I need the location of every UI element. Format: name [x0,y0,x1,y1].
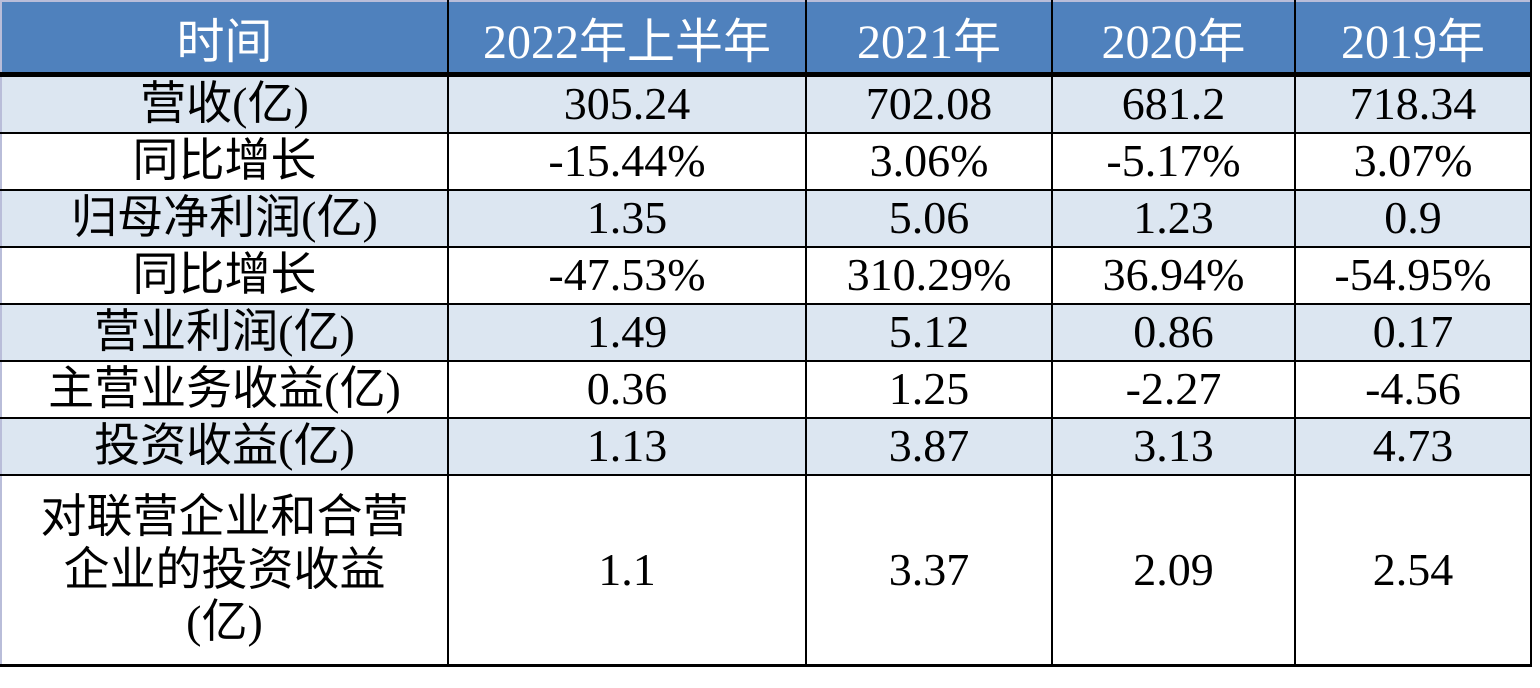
cell-value: 36.94% [1051,246,1296,305]
cell-value: 1.13 [447,417,807,476]
cell-value: 702.08 [805,73,1053,134]
column-header-2022h1: 2022年上半年 [447,0,807,77]
row-label: 归母净利润(亿) [0,189,449,248]
cell-value: 2.54 [1294,474,1532,667]
cell-value: -54.95% [1294,246,1532,305]
financial-table: 时间 2022年上半年 2021年 2020年 2019年 营收(亿) 305.… [0,0,1532,667]
cell-value: 4.73 [1294,417,1532,476]
cell-value: 3.13 [1051,417,1296,476]
header-row: 时间 2022年上半年 2021年 2020年 2019年 [0,0,1532,77]
cell-value: 3.07% [1294,132,1532,191]
cell-value: -4.56 [1294,360,1532,419]
row-label: 营业利润(亿) [0,303,449,362]
table-row-revenue-yoy: 同比增长 -15.44% 3.06% -5.17% 3.07% [0,132,1532,191]
row-label: 投资收益(亿) [0,417,449,476]
table-row-associate-jv-investment-income: 对联营企业和合营 企业的投资收益 (亿) 1.1 3.37 2.09 2.54 [0,474,1532,667]
cell-value: 3.37 [805,474,1053,667]
cell-value: 1.23 [1051,189,1296,248]
cell-value: 0.86 [1051,303,1296,362]
table-row-revenue: 营收(亿) 305.24 702.08 681.2 718.34 [0,73,1532,134]
cell-value: 3.87 [805,417,1053,476]
cell-value: 0.36 [447,360,807,419]
column-header-2019: 2019年 [1294,0,1532,77]
table-row-net-profit-yoy: 同比增长 -47.53% 310.29% 36.94% -54.95% [0,246,1532,305]
row-label: 同比增长 [0,246,449,305]
cell-value: 1.25 [805,360,1053,419]
cell-value: 5.12 [805,303,1053,362]
cell-value: -15.44% [447,132,807,191]
cell-value: 1.49 [447,303,807,362]
cell-value: 1.1 [447,474,807,667]
column-header-2020: 2020年 [1051,0,1296,77]
cell-value: 5.06 [805,189,1053,248]
row-label: 主营业务收益(亿) [0,360,449,419]
row-label: 营收(亿) [0,73,449,134]
cell-value: 3.06% [805,132,1053,191]
table-row-net-profit: 归母净利润(亿) 1.35 5.06 1.23 0.9 [0,189,1532,248]
table-row-investment-income: 投资收益(亿) 1.13 3.87 3.13 4.73 [0,417,1532,476]
cell-value: 2.09 [1051,474,1296,667]
cell-value: 0.17 [1294,303,1532,362]
table-row-operating-profit: 营业利润(亿) 1.49 5.12 0.86 0.17 [0,303,1532,362]
cell-value: -5.17% [1051,132,1296,191]
cell-value: -47.53% [447,246,807,305]
cell-value: 681.2 [1051,73,1296,134]
cell-value: 718.34 [1294,73,1532,134]
cell-value: 305.24 [447,73,807,134]
cell-value: 0.9 [1294,189,1532,248]
cell-value: 310.29% [805,246,1053,305]
row-label: 同比增长 [0,132,449,191]
cell-value: -2.27 [1051,360,1296,419]
column-header-2021: 2021年 [805,0,1053,77]
table-row-main-business-income: 主营业务收益(亿) 0.36 1.25 -2.27 -4.56 [0,360,1532,419]
cell-value: 1.35 [447,189,807,248]
row-label: 对联营企业和合营 企业的投资收益 (亿) [0,474,449,667]
column-header-time: 时间 [0,0,449,77]
